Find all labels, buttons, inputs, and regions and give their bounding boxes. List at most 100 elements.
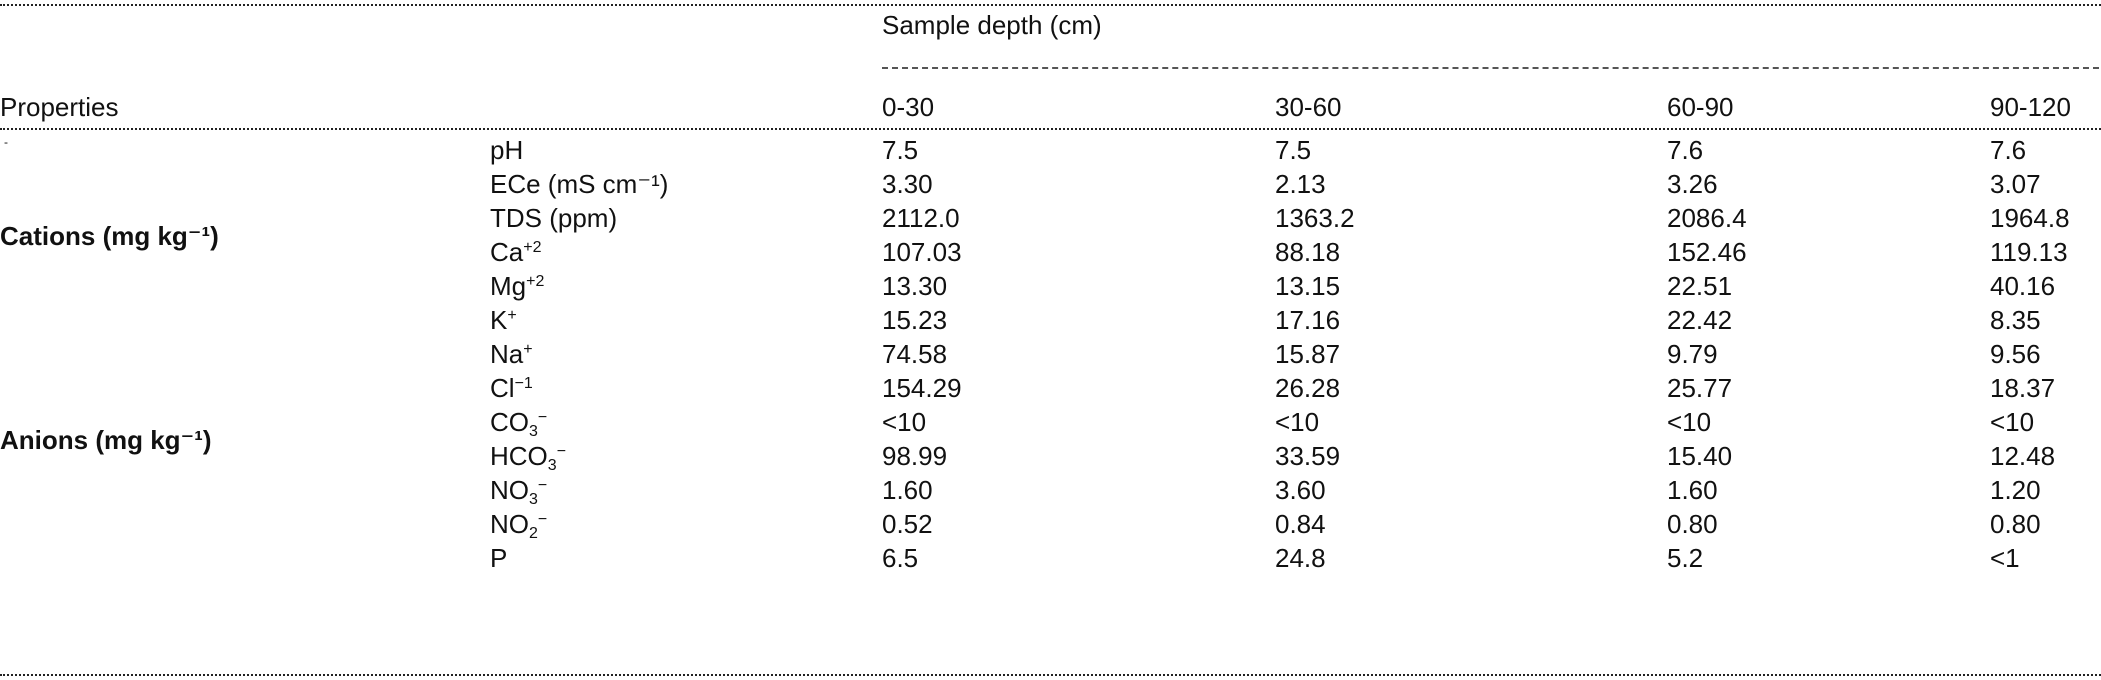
column-header-60-90: 60-90	[1667, 92, 1734, 122]
table-cell: 3.26	[1667, 169, 1718, 199]
table-cell: 9.56	[1990, 339, 2041, 369]
table-cell: 40.16	[1990, 271, 2056, 301]
table-cell: 7.5	[882, 135, 919, 165]
table-cell: 0.52	[882, 509, 933, 539]
row-label-charge: −	[537, 477, 548, 494]
table-cell: 13.30	[882, 271, 948, 301]
table-cell: 15.23	[882, 305, 948, 335]
stub-mark: -	[4, 135, 8, 149]
table-cell: 18.37	[1990, 373, 2056, 403]
table-cell: 3.30	[882, 169, 933, 199]
table-cell: <10	[1990, 407, 2035, 437]
row-label-subscript: 3	[547, 457, 557, 474]
column-header-30-60: 30-60	[1275, 92, 1342, 122]
table-cell: 33.59	[1275, 441, 1341, 471]
row-label: NO3−	[490, 475, 548, 508]
table-cell: 0.80	[1990, 509, 2041, 539]
row-label: Mg+2	[490, 271, 544, 301]
table-cell: 7.5	[1275, 135, 1312, 165]
row-label: P	[490, 543, 507, 573]
row-label-charge: −	[537, 511, 548, 528]
row-label-text: P	[490, 543, 508, 573]
table-bottom-rule	[0, 674, 2101, 676]
table-cell: 12.48	[1990, 441, 2056, 471]
row-label-superscript: +2	[523, 239, 542, 256]
row-label: TDS (ppm)	[490, 203, 617, 233]
table-cell: 5.2	[1667, 543, 1704, 573]
row-label-text: CO	[490, 407, 529, 437]
row-label: Ca+2	[490, 237, 542, 267]
row-label: HCO3−	[490, 441, 567, 474]
row-label-superscript: +	[507, 307, 517, 324]
row-label: K+	[490, 305, 517, 335]
row-label-charge: −	[556, 443, 567, 460]
row-label-text: K	[490, 305, 508, 335]
header-dashed-rule	[882, 67, 2099, 69]
row-label-subscript: 3	[529, 423, 538, 440]
row-label-text: Ca	[490, 237, 524, 267]
row-label-subscript: 2	[529, 525, 538, 542]
row-label-text: ECe (mS cm⁻¹)	[490, 169, 669, 199]
table-cell: 8.35	[1990, 305, 2041, 335]
table-cell: 152.46	[1667, 237, 1747, 267]
column-header-90-120: 90-120	[1990, 92, 2071, 122]
table-cell: 24.8	[1275, 543, 1326, 573]
row-label-superscript: +2	[526, 273, 545, 290]
table-cell: 7.6	[1667, 135, 1704, 165]
table-cell: 98.99	[882, 441, 948, 471]
table-cell: 1.20	[1990, 475, 2041, 505]
row-label-text: Na	[490, 339, 524, 369]
table-cell: 3.60	[1275, 475, 1326, 505]
table-cell: 26.28	[1275, 373, 1341, 403]
table-cell: 107.03	[882, 237, 962, 267]
table-cell: 1363.2	[1275, 203, 1355, 233]
table-cell: 0.80	[1667, 509, 1718, 539]
row-label-charge: −	[537, 409, 548, 426]
sample-depth-header: Sample depth (cm)	[882, 10, 1102, 40]
row-label-text: NO	[490, 475, 529, 505]
table-cell: <10	[882, 407, 927, 437]
group-label-cations: Cations (mg kg⁻¹)	[0, 221, 219, 251]
table-cell: 17.16	[1275, 305, 1341, 335]
row-label: CO3−	[490, 407, 548, 440]
group-label-anions: Anions (mg kg⁻¹)	[0, 425, 212, 455]
table-cell: 154.29	[882, 373, 962, 403]
row-label-superscript: −1	[514, 375, 533, 392]
table-cell: 74.58	[882, 339, 948, 369]
table-cell: 15.87	[1275, 339, 1341, 369]
row-label-text: NO	[490, 509, 529, 539]
table-cell: 6.5	[882, 543, 919, 573]
table-cell: <1	[1990, 543, 2020, 573]
table-cell: 1.60	[1667, 475, 1718, 505]
table-cell: 1964.8	[1990, 203, 2070, 233]
table-cell: 2.13	[1275, 169, 1326, 199]
table-cell: <10	[1667, 407, 1712, 437]
table-cell: 25.77	[1667, 373, 1733, 403]
table-cell: 0.84	[1275, 509, 1326, 539]
header-bottom-rule	[0, 128, 2101, 130]
table-cell: 88.18	[1275, 237, 1341, 267]
row-label: NO2−	[490, 509, 548, 542]
table-cell: 119.13	[1990, 237, 2068, 267]
table-cell: 22.51	[1667, 271, 1733, 301]
row-label-text: HCO	[490, 441, 548, 471]
row-label-subscript: 3	[529, 491, 538, 508]
table-cell: 1.60	[882, 475, 933, 505]
row-label: pH	[490, 135, 523, 165]
row-label-text: TDS (ppm)	[490, 203, 618, 233]
row-label-text: Mg	[490, 271, 527, 301]
table-top-rule	[0, 4, 2101, 6]
row-label: Na+	[490, 339, 533, 369]
row-label-text: Cl	[490, 373, 515, 403]
row-label: Cl−1	[490, 373, 533, 403]
row-label-text: pH	[490, 135, 524, 165]
table-cell: 22.42	[1667, 305, 1733, 335]
table-cell: 2086.4	[1667, 203, 1747, 233]
properties-header: Properties	[0, 92, 119, 122]
row-label-superscript: +	[523, 341, 533, 358]
column-header-0-30: 0-30	[882, 92, 935, 122]
table-cell: 13.15	[1275, 271, 1341, 301]
table-cell: 15.40	[1667, 441, 1733, 471]
table-cell: 7.6	[1990, 135, 2027, 165]
table-cell: 9.79	[1667, 339, 1718, 369]
